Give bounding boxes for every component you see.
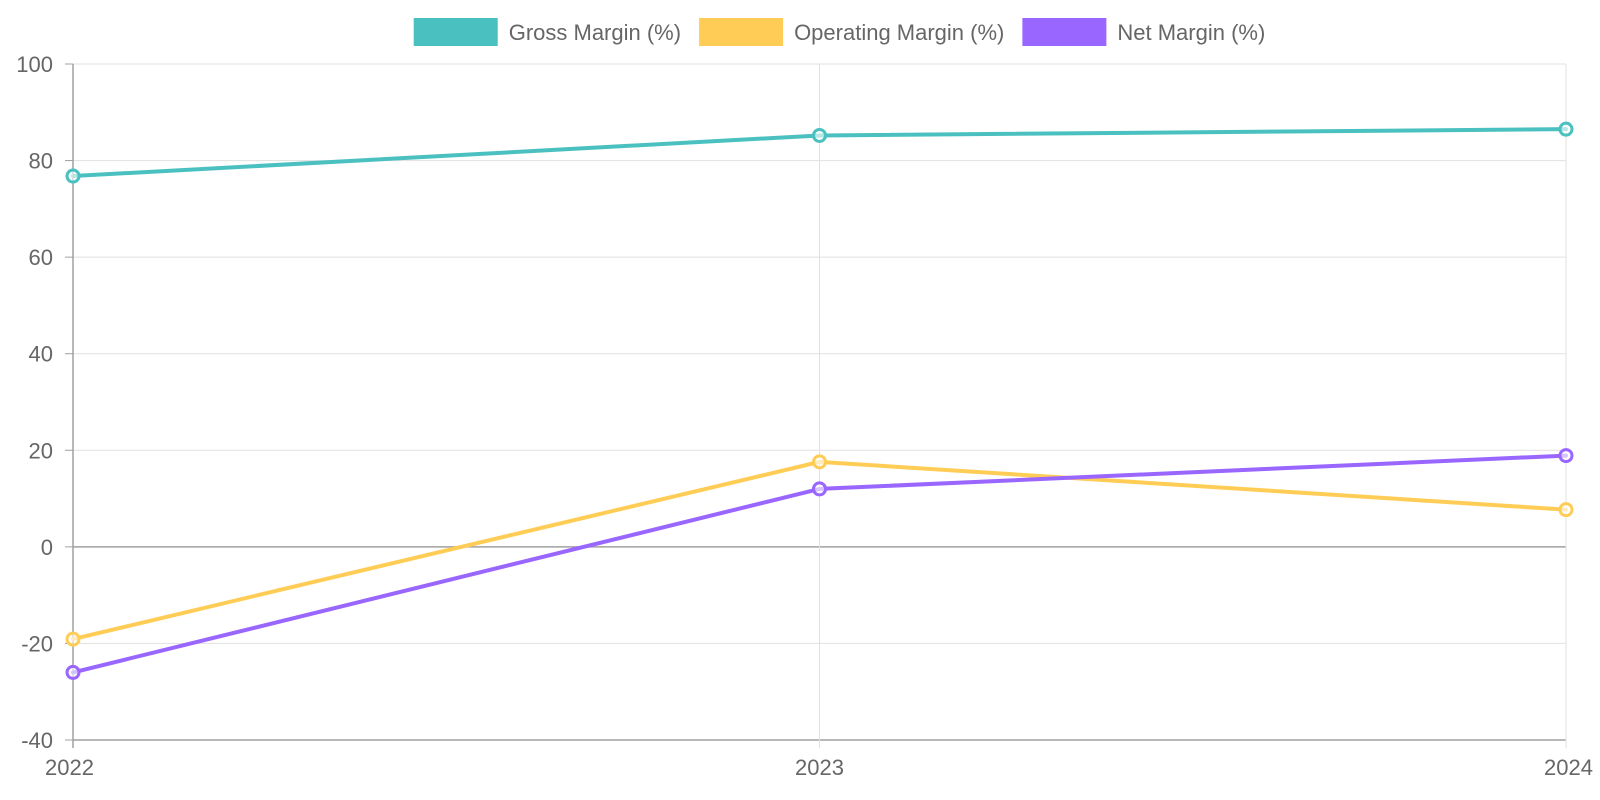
y-tick-label: 60: [29, 245, 53, 270]
x-tick-label: 2023: [795, 755, 844, 780]
y-tick-label: 100: [16, 52, 53, 77]
y-tick-label: -40: [21, 728, 53, 753]
legend-swatch: [699, 18, 784, 46]
grid: [72, 63, 1567, 748]
legend-item[interactable]: Net Margin (%): [1022, 18, 1265, 46]
legend-swatch: [1022, 18, 1107, 46]
data-point[interactable]: [65, 631, 81, 647]
data-point[interactable]: [812, 481, 827, 497]
data-point[interactable]: [1558, 502, 1574, 518]
legend-label: Operating Margin (%): [794, 20, 1004, 45]
series-layer: [65, 121, 1574, 680]
y-tick-label: -20: [21, 631, 53, 656]
data-point[interactable]: [812, 454, 827, 470]
data-point[interactable]: [812, 127, 827, 143]
series-2: [65, 448, 1574, 680]
legend-swatch: [413, 18, 498, 46]
series-0: [65, 121, 1574, 184]
legend-label: Gross Margin (%): [509, 20, 681, 45]
data-point[interactable]: [65, 168, 81, 184]
legend-item[interactable]: Gross Margin (%): [413, 18, 681, 46]
legend-item[interactable]: Operating Margin (%): [699, 18, 1004, 46]
data-point[interactable]: [1558, 121, 1574, 137]
y-tick-label: 40: [29, 342, 53, 367]
series-1: [65, 454, 1574, 647]
y-tick-label: 0: [41, 535, 53, 560]
legend: Gross Margin (%) Operating Margin (%) Net …: [413, 18, 1265, 46]
x-tick-label: 2024: [1544, 755, 1593, 780]
y-tick-label: 80: [29, 149, 53, 174]
data-point[interactable]: [1558, 448, 1574, 464]
y-tick-label: 20: [29, 438, 53, 463]
data-point[interactable]: [65, 664, 81, 680]
x-tick-label: 2022: [45, 755, 94, 780]
legend-label: Net Margin (%): [1117, 20, 1265, 45]
